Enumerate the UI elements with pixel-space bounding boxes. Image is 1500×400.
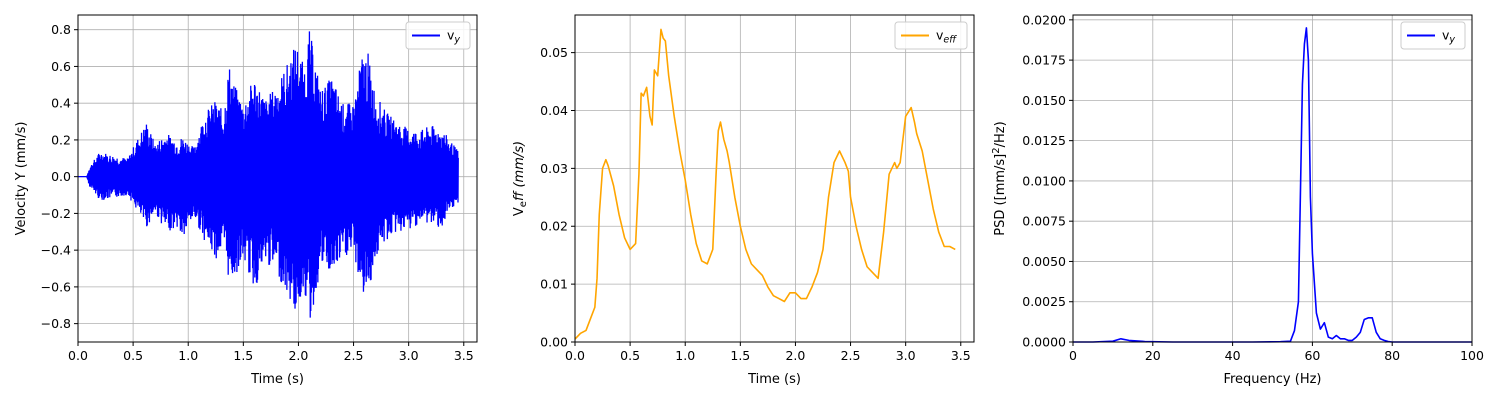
x-axis-label: Time (s) — [747, 372, 801, 387]
y-tick-label: 0.02 — [540, 219, 568, 234]
x-tick-label: 0.0 — [68, 348, 88, 363]
x-tick-label: 1.0 — [675, 348, 695, 363]
x-tick-label: 1.5 — [233, 348, 253, 363]
y-tick-label: 0.0175 — [1022, 53, 1066, 68]
legend: vy — [1400, 21, 1466, 50]
x-tick-label: 3.0 — [896, 348, 916, 363]
x-tick-label: 3.5 — [951, 348, 971, 363]
x-tick-label: 2.5 — [841, 348, 861, 363]
x-axis-label: Time (s) — [250, 372, 304, 387]
y-tick-label: 0.0200 — [1022, 12, 1066, 27]
y-tick-label: 0.4 — [51, 96, 71, 111]
x-tick-label: 2.0 — [288, 348, 308, 363]
legend-box — [894, 21, 968, 50]
y-tick-label: −0.2 — [41, 206, 71, 221]
y-tick-label: 0.04 — [540, 103, 568, 118]
plot-frame — [574, 14, 975, 343]
y-axis-label: PSD ([mm/s]2/Hz) — [991, 121, 1008, 235]
y-tick-label: 0.0 — [51, 169, 71, 184]
x-tick-label: 0.0 — [565, 348, 585, 363]
y-tick-label: 0.0125 — [1022, 133, 1066, 148]
legend-label: vy — [1442, 28, 1455, 46]
y-tick-label: 0.0050 — [1022, 254, 1066, 269]
y-tick-label: 0.00 — [540, 335, 568, 350]
legend-label: veff — [936, 28, 957, 46]
x-tick-label: 100 — [1460, 348, 1484, 363]
y-tick-label: 0.03 — [540, 161, 568, 176]
chart-panel-3: 0 20 40 60 80 100 0.0000 0.0025 0.0050 0.0075 0.01… — [991, 12, 1484, 387]
y-tick-label: 0.01 — [540, 277, 568, 292]
x-tick-label: 0 — [1069, 348, 1077, 363]
y-tick-label: 0.0025 — [1022, 294, 1066, 309]
series-line-v_eff — [574, 28, 956, 340]
y-tick-label: −0.8 — [41, 316, 71, 331]
y-tick-label: 0.0075 — [1022, 214, 1066, 229]
series-line-v_y — [78, 31, 459, 318]
y-tick-label: 0.0100 — [1022, 173, 1066, 188]
x-tick-label: 20 — [1145, 348, 1161, 363]
x-tick-label: 1.0 — [178, 348, 198, 363]
legend-label: vy — [447, 28, 460, 46]
x-axis-label: Frequency (Hz) — [1223, 372, 1321, 387]
y-tick-label: 0.0150 — [1022, 93, 1066, 108]
x-tick-label: 40 — [1225, 348, 1241, 363]
legend: vy — [405, 21, 471, 50]
y-tick-label: 0.8 — [51, 22, 71, 37]
y-tick-label: 0.0000 — [1022, 335, 1066, 350]
chart-panel-1: 0.0 0.5 1.0 1.5 2.0 2.5 3.0 3.5 −0.8 −0.6 −0.4 −0.2… — [14, 14, 478, 387]
x-tick-label: 0.5 — [123, 348, 143, 363]
y-axis-label: Veff (mm/s) — [512, 141, 529, 216]
plot-frame — [77, 14, 478, 343]
chart-panel-2: 0.0 0.5 1.0 1.5 2.0 2.5 3.0 3.5 0.00 0.01 0.02 0.03… — [512, 14, 975, 387]
y-tick-label: −0.4 — [41, 243, 71, 258]
x-tick-label: 1.5 — [730, 348, 750, 363]
x-tick-label: 2.0 — [785, 348, 805, 363]
y-tick-label: 0.2 — [51, 132, 71, 147]
x-tick-label: 0.5 — [620, 348, 640, 363]
y-tick-label: 0.05 — [540, 45, 568, 60]
plot-frame — [1072, 14, 1473, 343]
y-tick-label: 0.6 — [51, 59, 71, 74]
x-tick-label: 80 — [1384, 348, 1400, 363]
legend: veff — [894, 21, 968, 50]
x-tick-label: 3.0 — [399, 348, 419, 363]
x-tick-label: 2.5 — [344, 348, 364, 363]
x-tick-label: 3.5 — [454, 348, 474, 363]
y-axis-label: Velocity Y (mm/s) — [14, 122, 29, 236]
x-tick-label: 60 — [1304, 348, 1320, 363]
y-tick-label: −0.6 — [41, 279, 71, 294]
